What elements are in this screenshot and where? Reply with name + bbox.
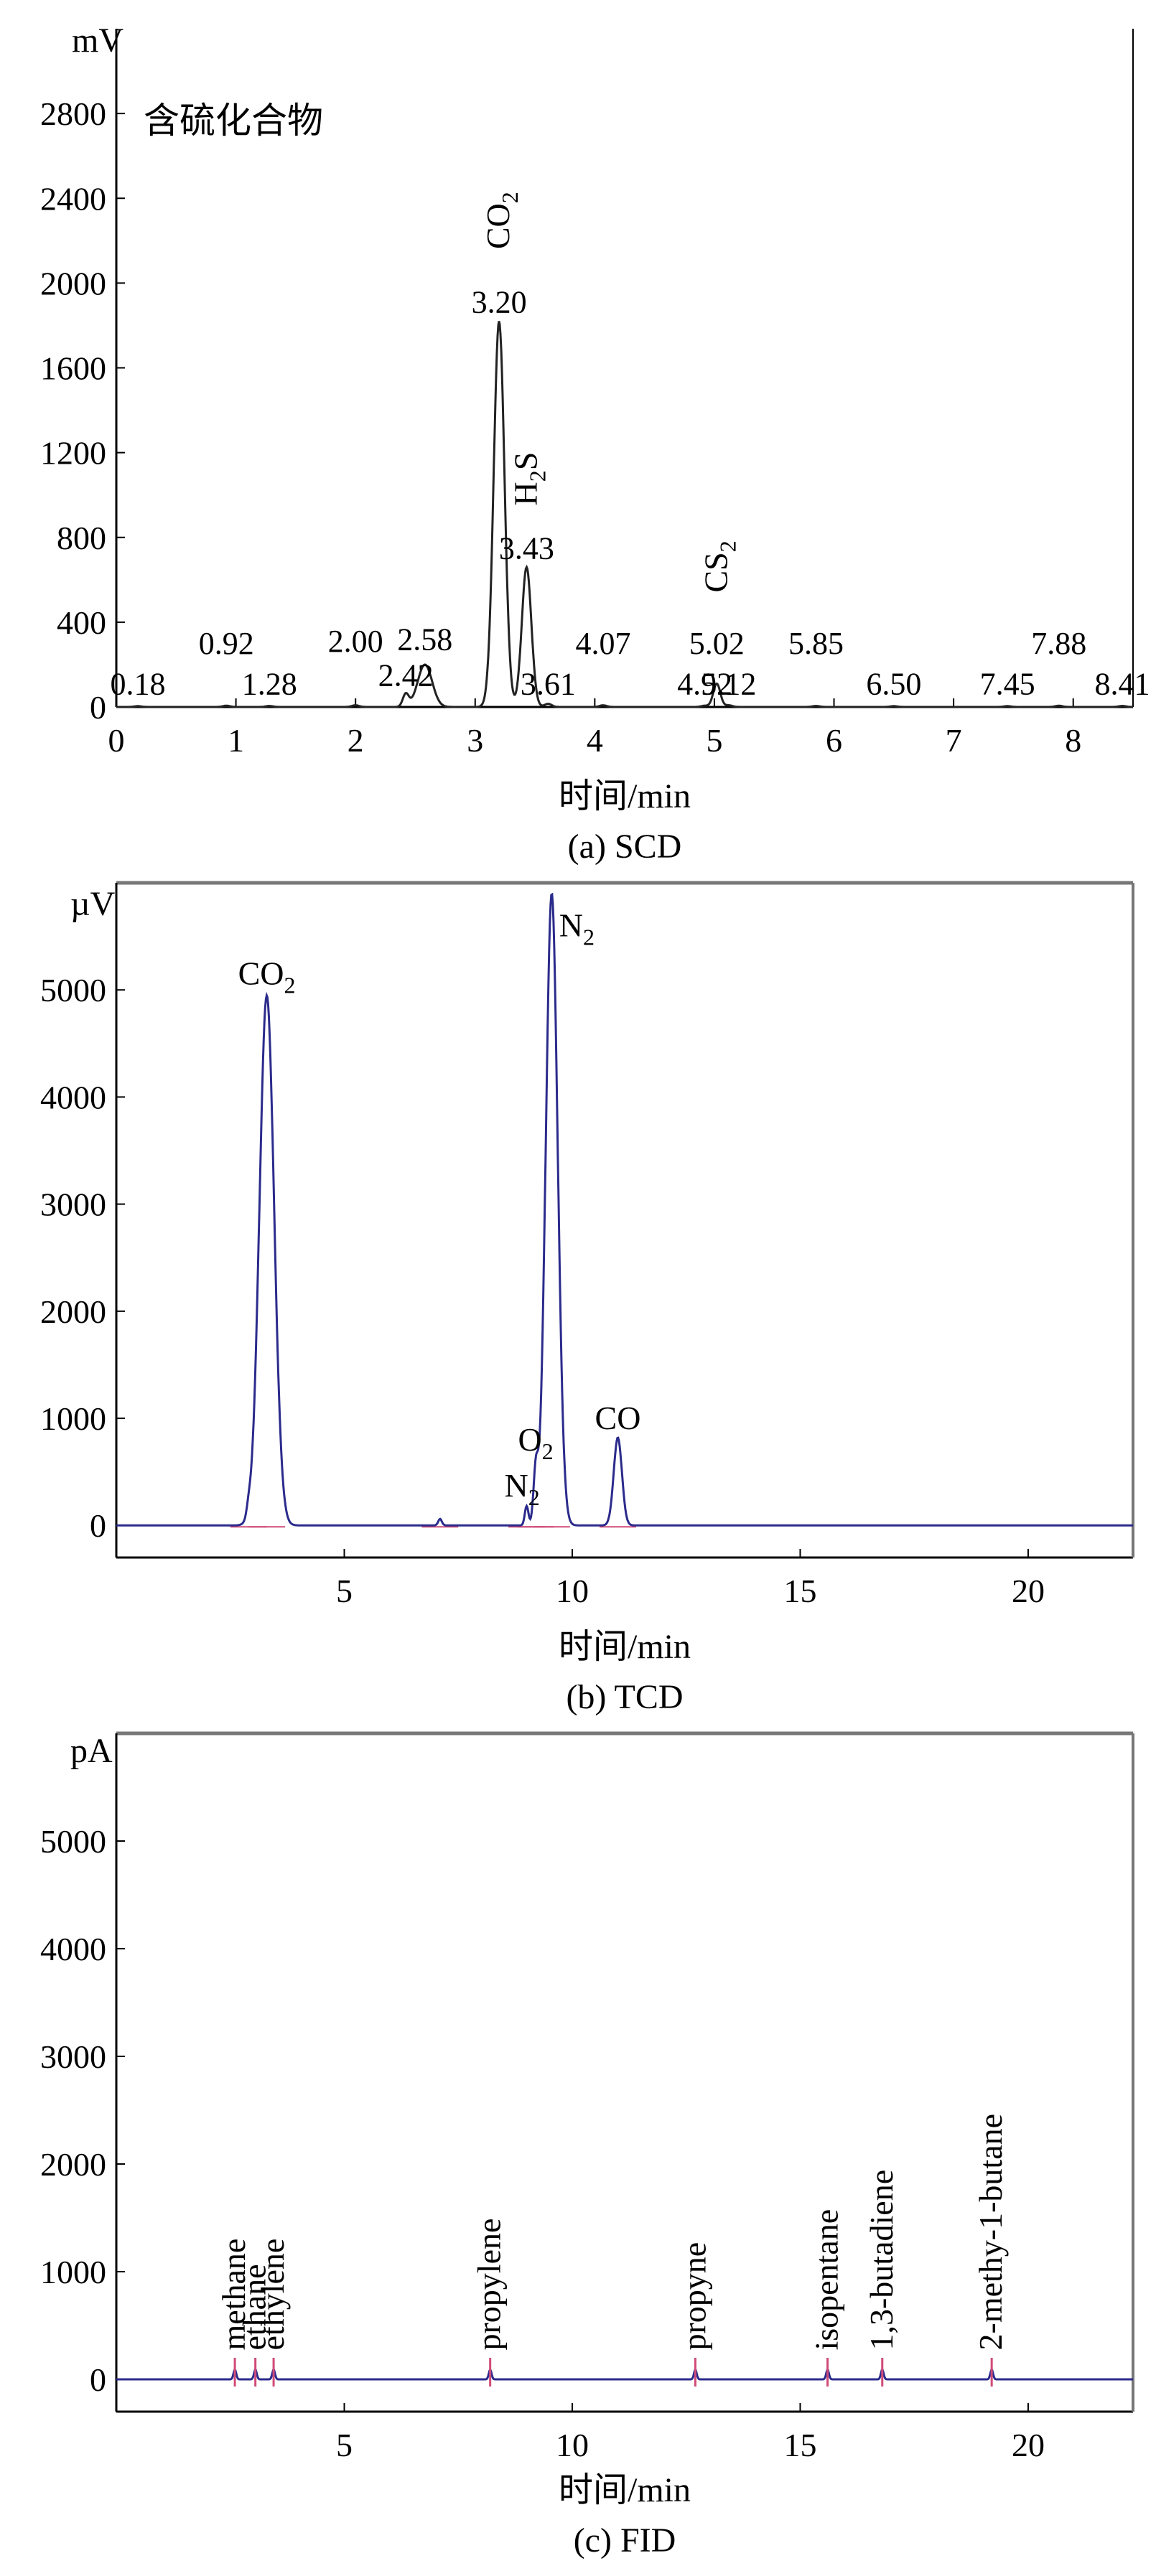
x-tick-label: 3: [467, 722, 483, 759]
compound-label: 1,3-butadiene: [863, 2170, 900, 2351]
y-tick-label: 1000: [40, 2254, 106, 2290]
x-tick-label: 4: [587, 722, 603, 759]
y-tick-label: 2800: [40, 95, 106, 132]
x-tick-label: 20: [1012, 2427, 1045, 2463]
x-tick-label: 8: [1065, 722, 1081, 759]
y-tick-label: 4000: [40, 1931, 106, 1967]
peak-label: 2.42: [378, 657, 434, 693]
x-tick-label: 10: [556, 1573, 589, 1609]
x-tick-label: 2: [348, 722, 364, 759]
x-tick-label: 15: [783, 1573, 816, 1609]
peak-label: 6.50: [866, 666, 921, 701]
tcd-panel: µV 时间/min (b) TCD 0 1000 2000 3000 4000 5000 5…: [40, 881, 1134, 1716]
x-tick-label: 7: [946, 722, 962, 759]
compound-label: ethane: [236, 2264, 273, 2350]
y-tick-label: 1200: [40, 435, 106, 472]
scd-panel: mV 含硫化合物 时间/min (a) SCD 0 400 800 1200 1600 2…: [40, 22, 1150, 866]
y-tick-label: 0: [90, 689, 106, 726]
chromatogram-trace: [116, 321, 1133, 708]
peak-label: 8.41: [1095, 666, 1150, 701]
panel-caption: (c) FID: [574, 2521, 676, 2559]
x-tick-label: 10: [556, 2427, 589, 2463]
x-tick-label: 5: [336, 2427, 353, 2463]
peak-label: 4.07: [576, 626, 631, 661]
peak-label: 5.12: [701, 666, 756, 701]
y-tick-label: 2000: [40, 2146, 106, 2183]
y-tick-label: 2000: [40, 265, 106, 301]
y-tick-label: 400: [57, 604, 106, 641]
x-tick-label: 0: [108, 722, 125, 759]
peak-label: 4.92: [677, 666, 732, 701]
compound-label: N2: [559, 907, 595, 950]
compound-label: N2: [505, 1467, 540, 1510]
x-tick-label: 5: [706, 722, 722, 759]
chromatogram-trace: [116, 2367, 1133, 2381]
x-axis-label: 时间/min: [559, 2471, 691, 2509]
y-tick-label: 3000: [40, 1186, 106, 1223]
peak-label: 5.85: [788, 626, 844, 661]
panel-caption: (a) SCD: [568, 828, 682, 866]
peak-label: 0.92: [199, 626, 254, 661]
y-tick-label: 2400: [40, 180, 106, 217]
y-tick-label: 5000: [40, 972, 106, 1008]
chart-annotation: 含硫化合物: [144, 100, 323, 141]
compound-label: H2S: [507, 452, 550, 506]
compound-label: isopentane: [808, 2209, 845, 2351]
x-tick-label: 5: [336, 1573, 353, 1609]
compound-label: CO: [595, 1400, 641, 1436]
peak-label: 3.61: [521, 666, 576, 701]
fid-panel: pA 时间/min (c) FID 0 1000 2000 3000 4000 5000 5…: [40, 1731, 1134, 2559]
panel-caption: (b) TCD: [566, 1678, 683, 1716]
peak-label: 5.02: [689, 626, 745, 661]
x-axis-label: 时间/min: [559, 1628, 691, 1666]
compound-label: ethylene: [254, 2239, 291, 2351]
x-tick-label: 20: [1012, 1573, 1045, 1609]
peak-label: 7.88: [1031, 626, 1086, 661]
compound-label: CO2: [238, 955, 296, 998]
y-tick-label: 1600: [40, 350, 106, 387]
y-tick-label: 3000: [40, 2038, 106, 2075]
compound-label: CS2: [697, 540, 740, 592]
unit-label: pA: [70, 1732, 113, 1770]
peak-label: 1.28: [242, 666, 297, 701]
y-tick-label: 1000: [40, 1400, 106, 1437]
compound-label: O2: [518, 1421, 554, 1464]
peak-label: 3.20: [472, 285, 527, 320]
y-tick-label: 4000: [40, 1079, 106, 1115]
peak-label: 0.18: [110, 666, 165, 701]
y-tick-label: 800: [57, 520, 106, 556]
y-tick-label: 0: [90, 1507, 106, 1544]
peak-label: 3.43: [499, 530, 554, 566]
x-axis-label: 时间/min: [559, 777, 691, 815]
y-tick-label: 2000: [40, 1293, 106, 1330]
peak-label: 2.58: [397, 622, 452, 657]
compound-label: 2-methy-1-butane: [972, 2114, 1009, 2351]
unit-label: mV: [72, 22, 123, 60]
compound-label: propylene: [471, 2219, 508, 2351]
compound-label: methane: [215, 2239, 252, 2351]
chromatogram-trace: [116, 892, 1133, 1527]
peak-label: 7.45: [980, 666, 1035, 701]
compound-label: CO2: [480, 192, 523, 249]
x-tick-label: 6: [826, 722, 842, 759]
y-tick-label: 0: [90, 2361, 106, 2398]
y-tick-label: 5000: [40, 1823, 106, 1860]
peak-label: 2.00: [328, 624, 383, 659]
compound-label: propyne: [676, 2242, 712, 2351]
x-tick-label: 1: [228, 722, 244, 759]
unit-label: µV: [70, 885, 116, 923]
x-tick-label: 15: [783, 2427, 816, 2463]
